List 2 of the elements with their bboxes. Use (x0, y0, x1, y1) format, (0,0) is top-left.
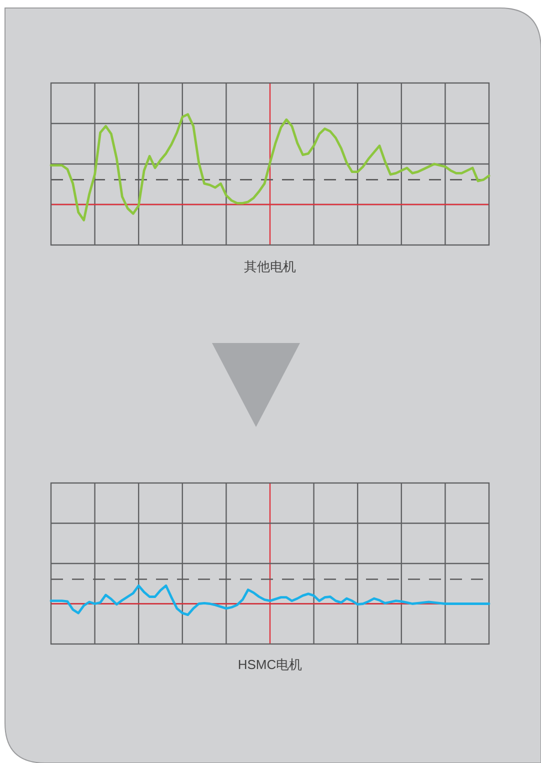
x-axis-title: 其他电机 (244, 259, 296, 274)
x-axis-title: HSMC电机 (238, 657, 302, 672)
